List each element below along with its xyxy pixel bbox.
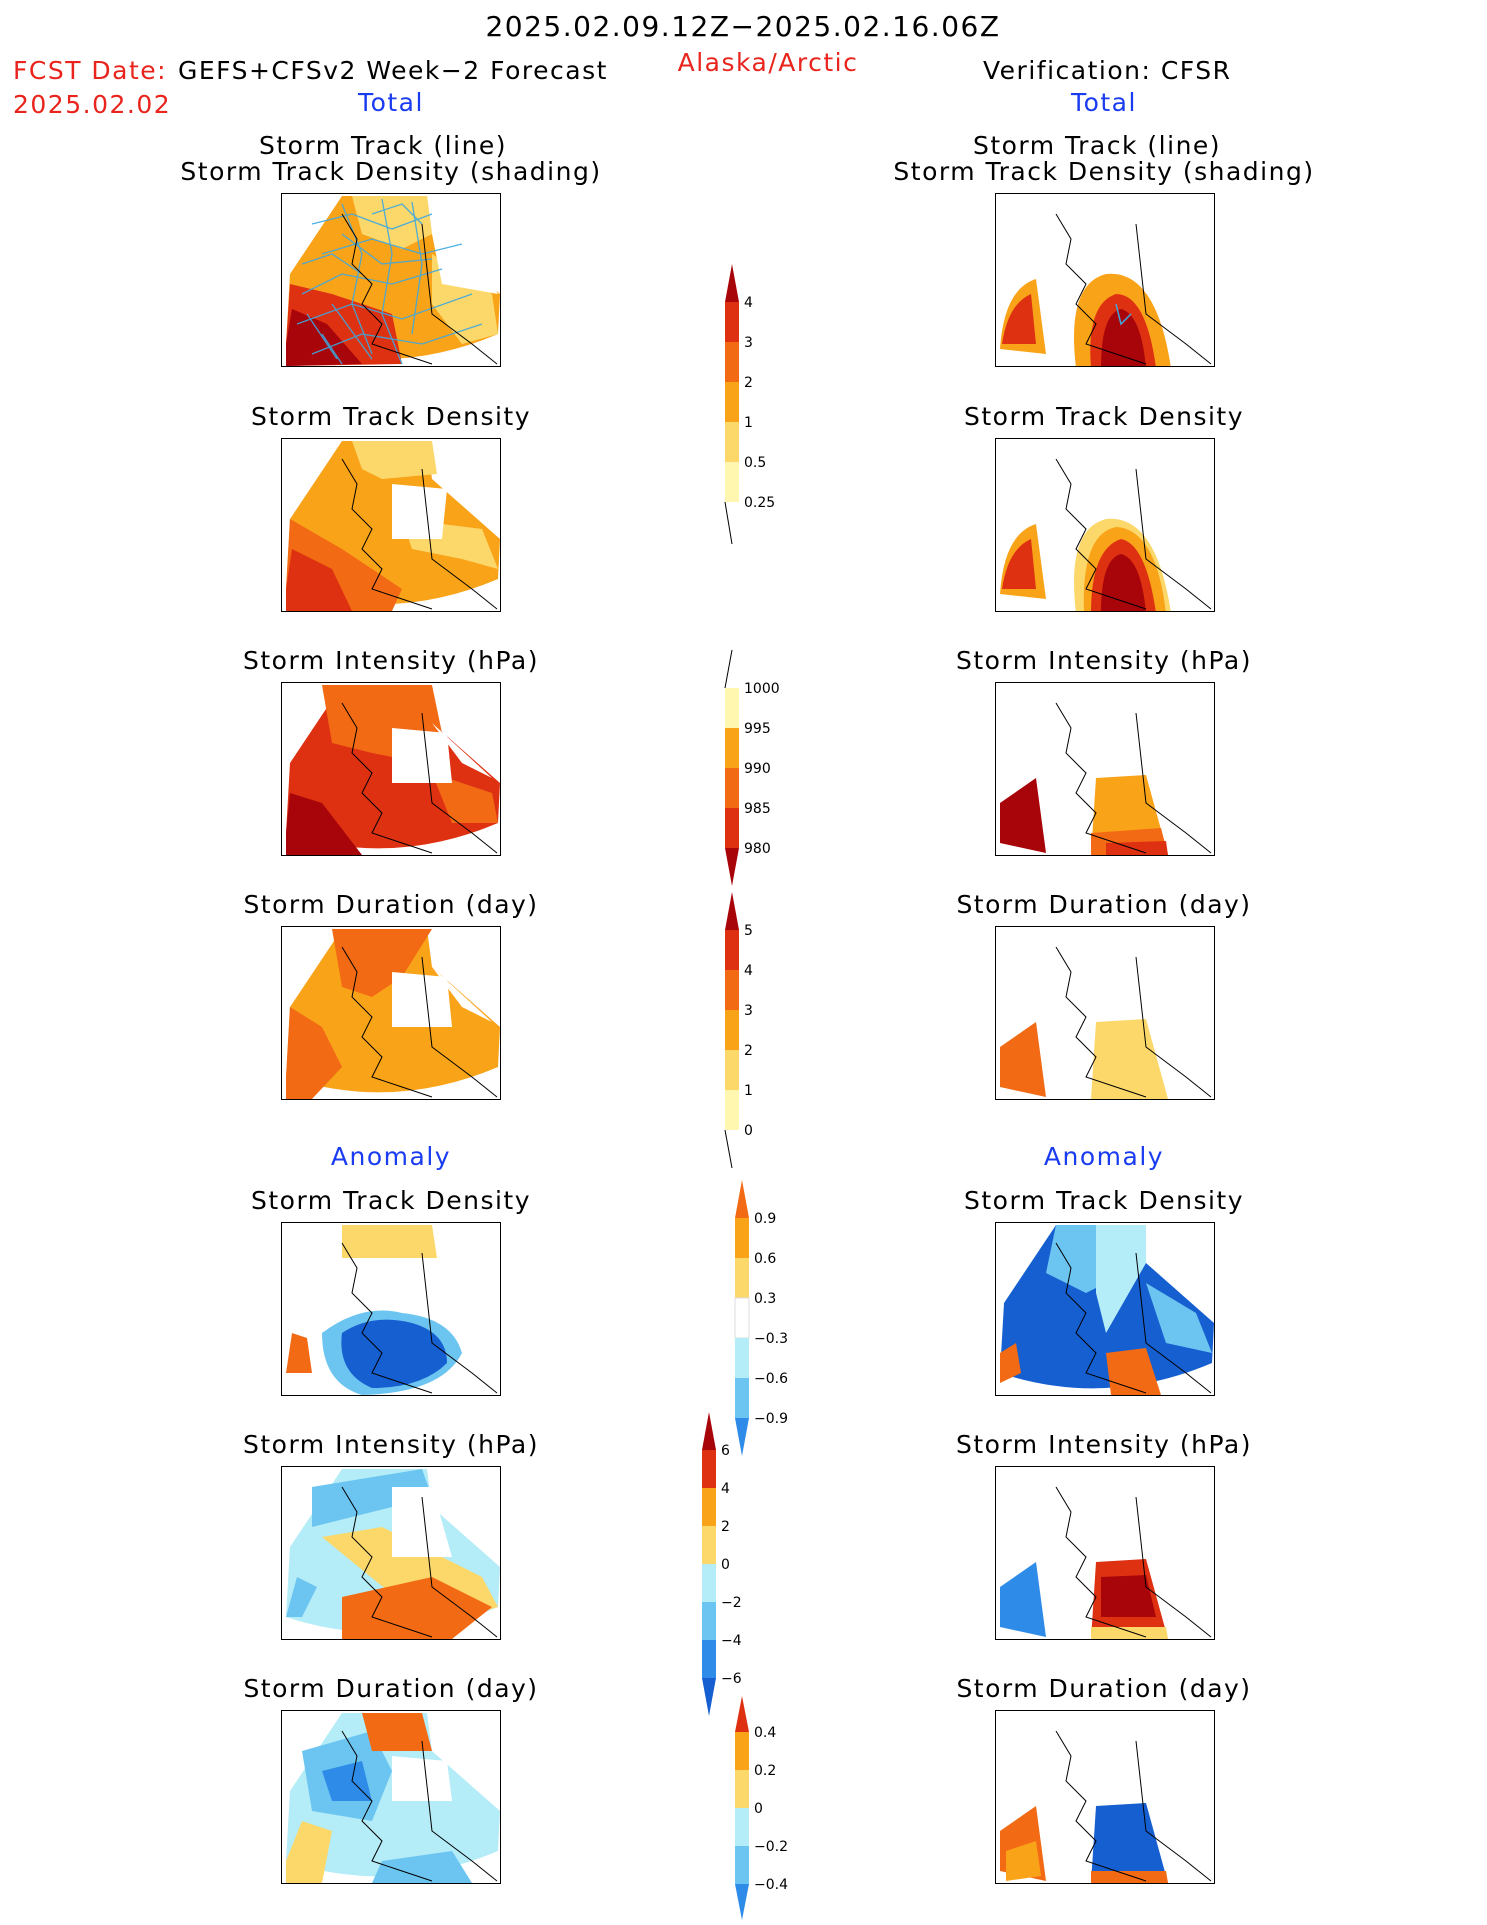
cb-duration-total-0: 5: [744, 923, 753, 939]
colorbar-density-anom: 0.9 0.6 0.3 −0.3 −0.6 −0.9: [734, 1180, 788, 1456]
cb-density-total-1: 3: [744, 335, 753, 351]
cb-duration-total-5: 0: [744, 1123, 753, 1139]
cb-intensity-anom-2: 2: [721, 1519, 730, 1535]
cb-intensity-anom-6: −6: [721, 1671, 742, 1687]
cb-duration-anom-4: −0.4: [754, 1877, 788, 1893]
right-density-title: Storm Track Density: [963, 402, 1245, 431]
right-duration-map: [995, 926, 1215, 1100]
cb-density-total-5: 0.25: [744, 495, 775, 511]
cb-density-anom-3: −0.3: [754, 1331, 788, 1347]
left-intensity-map: [281, 682, 501, 856]
cb-intensity-total-1: 995: [744, 721, 771, 737]
left-anom-density-map: [281, 1222, 501, 1396]
date-range-title: 2025.02.09.12Z−2025.02.16.06Z: [485, 10, 1001, 43]
cb-duration-anom-3: −0.2: [754, 1839, 788, 1855]
fcst-date: 2025.02.02: [13, 90, 172, 119]
cb-density-anom-2: 0.3: [754, 1291, 776, 1307]
left-anom-intensity-title: Storm Intensity (hPa): [243, 1430, 539, 1459]
right-track-line-title: Storm Track (line): [972, 131, 1222, 160]
cb-intensity-total-4: 980: [744, 841, 771, 857]
cb-intensity-anom-1: 4: [721, 1481, 730, 1497]
colorbar-intensity-anom: 6 4 2 0 −2 −4 −6: [702, 1412, 742, 1716]
cb-duration-anom-1: 0.2: [754, 1763, 776, 1779]
fcst-model: GEFS+CFSv2 Week−2 Forecast: [178, 56, 608, 85]
cb-intensity-total-3: 985: [744, 801, 771, 817]
left-density-map: [281, 438, 501, 612]
cb-density-anom-0: 0.9: [754, 1211, 776, 1227]
colorbar-density-total: 4 3 2 1 0.5 0.25: [724, 264, 775, 545]
cb-density-anom-4: −0.6: [754, 1371, 788, 1387]
cb-density-total-4: 0.5: [744, 455, 766, 471]
left-track-line-title: Storm Track (line): [258, 131, 508, 160]
right-anom-intensity-title: Storm Intensity (hPa): [956, 1430, 1252, 1459]
left-anom-density-title: Storm Track Density: [250, 1186, 532, 1215]
right-anom-intensity-map: [995, 1466, 1215, 1640]
cb-intensity-total-2: 990: [744, 761, 771, 777]
cb-intensity-total-0: 1000: [744, 681, 780, 697]
colorbar-duration-total: 5 4 3 2 1 0: [724, 892, 753, 1169]
cb-duration-total-2: 3: [744, 1003, 753, 1019]
right-anom-duration-title: Storm Duration (day): [956, 1674, 1252, 1703]
right-intensity-title: Storm Intensity (hPa): [956, 646, 1252, 675]
left-anom-duration-title: Storm Duration (day): [243, 1674, 539, 1703]
right-anom-density-map: [995, 1222, 1215, 1396]
anomaly-label-left: Anomaly: [330, 1142, 452, 1171]
cb-intensity-anom-4: −2: [721, 1595, 742, 1611]
total-label-left: Total: [358, 88, 424, 117]
cb-duration-total-4: 1: [744, 1083, 753, 1099]
left-anom-duration-map: [281, 1710, 501, 1884]
left-duration-title: Storm Duration (day): [243, 890, 539, 919]
left-track-map: [281, 193, 501, 367]
left-intensity-title: Storm Intensity (hPa): [243, 646, 539, 675]
right-anom-duration-map: [995, 1710, 1215, 1884]
cb-intensity-anom-5: −4: [721, 1633, 742, 1649]
left-anom-intensity-map: [281, 1466, 501, 1640]
cb-duration-anom-0: 0.4: [754, 1725, 776, 1741]
cb-duration-total-3: 2: [744, 1043, 753, 1059]
right-intensity-map: [995, 682, 1215, 856]
fcst-label: FCST Date:: [13, 56, 168, 85]
cb-density-total-2: 2: [744, 375, 753, 391]
right-track-map: [995, 193, 1215, 367]
right-density-map: [995, 438, 1215, 612]
colorbar-duration-anom: 0.4 0.2 0 −0.2 −0.4: [735, 1696, 788, 1920]
region-label: Alaska/Arctic: [677, 48, 859, 77]
left-duration-map: [281, 926, 501, 1100]
cb-density-total-0: 4: [744, 295, 753, 311]
colorbar-intensity-total: 1000 995 990 985 980: [724, 649, 780, 886]
total-label-right: Total: [1071, 88, 1137, 117]
left-track-shading-title: Storm Track Density (shading): [180, 157, 602, 186]
cb-density-anom-1: 0.6: [754, 1251, 776, 1267]
right-duration-title: Storm Duration (day): [956, 890, 1252, 919]
cb-density-total-3: 1: [744, 415, 753, 431]
right-anom-density-title: Storm Track Density: [963, 1186, 1245, 1215]
right-track-shading-title: Storm Track Density (shading): [893, 157, 1315, 186]
anomaly-label-right: Anomaly: [1043, 1142, 1165, 1171]
cb-density-anom-5: −0.9: [754, 1411, 788, 1427]
cb-duration-anom-2: 0: [754, 1801, 763, 1817]
cb-intensity-anom-0: 6: [721, 1443, 730, 1459]
left-density-title: Storm Track Density: [250, 402, 532, 431]
verification-label: Verification: CFSR: [983, 56, 1232, 85]
cb-intensity-anom-3: 0: [721, 1557, 730, 1573]
cb-duration-total-1: 4: [744, 963, 753, 979]
